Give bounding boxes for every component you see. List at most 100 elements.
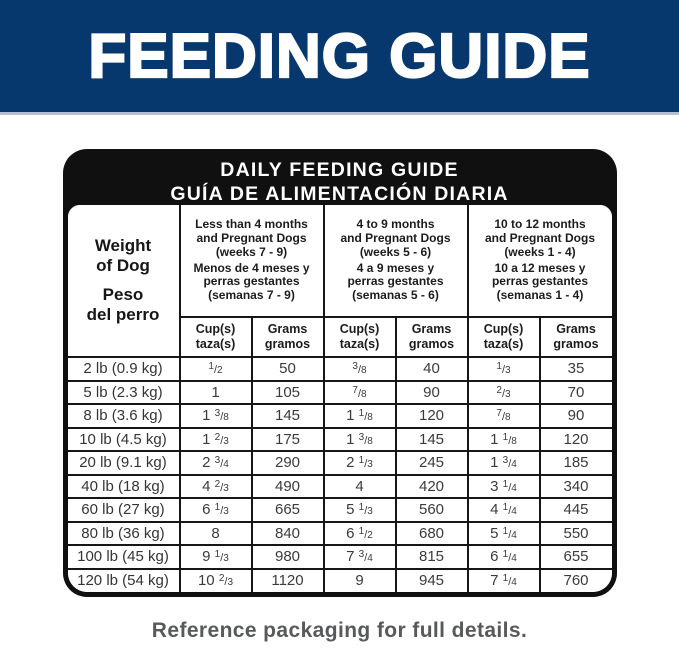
- table-title: DAILY FEEDING GUIDE GUÍA DE ALIMENTACIÓN…: [68, 149, 612, 205]
- grams-cell: 50: [250, 356, 325, 382]
- grams-cell: 420: [394, 473, 469, 499]
- weight-cell: 100 lb (45 kg): [67, 544, 181, 570]
- cups-cell: 1 1/8: [466, 426, 541, 452]
- table-row: 100 lb (45 kg) 9 1/3 980 7 3/4 815 6 1/4 655: [67, 544, 612, 570]
- cups-cell: 3 1/4: [466, 473, 541, 499]
- weight-cell: 5 lb (2.3 kg): [67, 379, 181, 405]
- grams-cell: 35: [538, 356, 612, 382]
- cups-cell: 3/8: [322, 356, 397, 382]
- weight-cell: 60 lb (27 kg): [67, 497, 181, 523]
- table-row: 20 lb (9.1 kg) 2 3/4 290 2 1/3 245 1 3/4 185: [67, 450, 612, 476]
- cups-cell: 7 3/4: [322, 544, 397, 570]
- grams-cell: 1120: [250, 567, 325, 592]
- weight-cell: 8 lb (3.6 kg): [67, 403, 181, 429]
- cups-cell: 2 3/4: [178, 450, 253, 476]
- grams-cell: 340: [538, 473, 612, 499]
- grams-cell: 145: [250, 403, 325, 429]
- feeding-guide: DAILY FEEDING GUIDE GUÍA DE ALIMENTACIÓN…: [0, 149, 679, 597]
- grams-cell: 120: [538, 426, 612, 452]
- cups-cell: 6 1/4: [466, 544, 541, 570]
- table-title-en: DAILY FEEDING GUIDE: [220, 159, 459, 181]
- cups-cell: 1: [178, 379, 253, 405]
- weight-cell: 10 lb (4.5 kg): [67, 426, 181, 452]
- weight-cell: 2 lb (0.9 kg): [67, 356, 181, 382]
- weight-header-en: Weight of Dog: [94, 235, 152, 275]
- cups-cell: 2/3: [466, 379, 541, 405]
- grams-cell: 120: [394, 403, 469, 429]
- table-row: 10 lb (4.5 kg) 1 2/3 175 1 3/8 145 1 1/8 120: [67, 426, 612, 452]
- grams-cell: 840: [250, 520, 325, 546]
- table-row: 120 lb (54 kg) 10 2/3 1120 9 945 7 1/4 760: [67, 567, 612, 592]
- table-rows: 2 lb (0.9 kg) 1/2 50 3/8 40 1/3 35 5 lb (2.3 kg…: [67, 356, 612, 592]
- cups-cell: 4 1/4: [466, 497, 541, 523]
- weight-cell: 120 lb (54 kg): [67, 567, 181, 592]
- table-row: 2 lb (0.9 kg) 1/2 50 3/8 40 1/3 35: [67, 356, 612, 382]
- grams-cell: 560: [394, 497, 469, 523]
- grams-cell: 90: [394, 379, 469, 405]
- grams-header: Grams gramos: [394, 316, 469, 358]
- grams-cell: 70: [538, 379, 612, 405]
- weight-header-es: Peso del perro: [86, 285, 160, 325]
- grams-cell: 980: [250, 544, 325, 570]
- grams-header: Grams gramos: [250, 316, 325, 358]
- grams-cell: 680: [394, 520, 469, 546]
- cups-cell: 5 1/4: [466, 520, 541, 546]
- grams-cell: 815: [394, 544, 469, 570]
- grams-cell: 665: [250, 497, 325, 523]
- weight-cell: 40 lb (18 kg): [67, 473, 181, 499]
- age-group-header: 10 to 12 months and Pregnant Dogs (weeks…: [466, 205, 612, 318]
- cups-cell: 6 1/2: [322, 520, 397, 546]
- cups-cell: 7/8: [322, 379, 397, 405]
- table-row: 8 lb (3.6 kg) 1 3/8 145 1 1/8 120 7/8 90: [67, 403, 612, 429]
- grams-cell: 760: [538, 567, 612, 592]
- table-row: 5 lb (2.3 kg) 1 105 7/8 90 2/3 70: [67, 379, 612, 405]
- cups-cell: 1 3/8: [178, 403, 253, 429]
- table-body-wrap: Weight of Dog Peso del perro Less than 4…: [67, 205, 612, 592]
- cups-cell: 7/8: [466, 403, 541, 429]
- grams-cell: 185: [538, 450, 612, 476]
- weight-cell: 80 lb (36 kg): [67, 520, 181, 546]
- grams-cell: 245: [394, 450, 469, 476]
- cups-header: Cup(s) taza(s): [322, 316, 397, 358]
- grams-header: Grams gramos: [538, 316, 612, 358]
- grams-cell: 655: [538, 544, 612, 570]
- cups-cell: 2 1/3: [322, 450, 397, 476]
- cups-cell: 1/3: [466, 356, 541, 382]
- grams-cell: 105: [250, 379, 325, 405]
- table-title-es: GUÍA DE ALIMENTACIÓN DIARIA: [170, 183, 509, 206]
- cups-cell: 4 2/3: [178, 473, 253, 499]
- feeding-table: Weight of Dog Peso del perro Less than 4…: [67, 205, 612, 592]
- cups-cell: 1 3/8: [322, 426, 397, 452]
- grams-cell: 490: [250, 473, 325, 499]
- age-group-header: Less than 4 months and Pregnant Dogs (we…: [178, 205, 325, 318]
- unit-header-row: Cup(s) taza(s) Grams gramos Cup(s) taza(s)…: [68, 316, 612, 358]
- grams-cell: 445: [538, 497, 612, 523]
- grams-cell: 145: [394, 426, 469, 452]
- cups-cell: 1/2: [178, 356, 253, 382]
- table-row: 40 lb (18 kg) 4 2/3 490 4 420 3 1/4 340: [67, 473, 612, 499]
- page-title: FEEDING GUIDE: [87, 20, 591, 91]
- grams-cell: 175: [250, 426, 325, 452]
- cups-cell: 1 1/8: [322, 403, 397, 429]
- age-header-row: Weight of Dog Peso del perro Less than 4…: [67, 205, 612, 358]
- age-group-header: 4 to 9 months and Pregnant Dogs (weeks 5…: [322, 205, 469, 318]
- cups-cell: 9 1/3: [178, 544, 253, 570]
- grams-cell: 945: [394, 567, 469, 592]
- cups-cell: 4: [322, 473, 397, 499]
- footer-note: Reference packaging for full details.: [151, 619, 528, 642]
- grams-cell: 550: [538, 520, 612, 546]
- cups-cell: 9: [322, 567, 397, 592]
- grams-cell: 290: [250, 450, 325, 476]
- table-row: 60 lb (27 kg) 6 1/3 665 5 1/3 560 4 1/4 445: [67, 497, 612, 523]
- cups-cell: 6 1/3: [178, 497, 253, 523]
- cups-cell: 8: [178, 520, 253, 546]
- cups-header: Cup(s) taza(s): [179, 316, 253, 358]
- banner: FEEDING GUIDE: [0, 0, 679, 115]
- weight-header-cell: Weight of Dog Peso del perro: [67, 205, 181, 358]
- cups-cell: 10 2/3: [178, 567, 253, 592]
- cups-cell: 7 1/4: [466, 567, 541, 592]
- grams-cell: 90: [538, 403, 612, 429]
- grams-cell: 40: [394, 356, 469, 382]
- table-row: 80 lb (36 kg) 8 840 6 1/2 680 5 1/4 550: [67, 520, 612, 546]
- feeding-table-card: DAILY FEEDING GUIDE GUÍA DE ALIMENTACIÓN…: [62, 149, 617, 597]
